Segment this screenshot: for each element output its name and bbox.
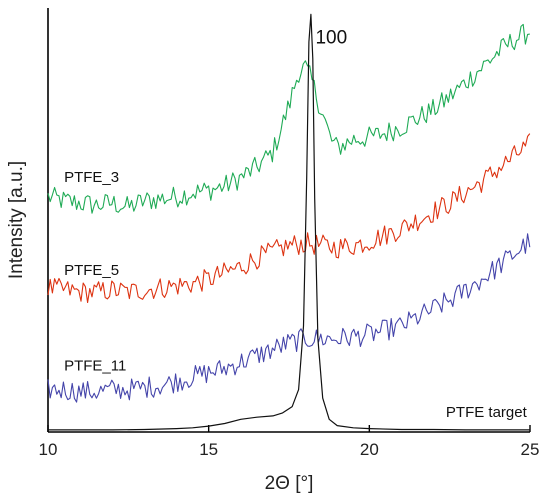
x-ticks: 10 15 20 25 xyxy=(39,425,540,459)
series-label-ptfe-3: PTFE_3 xyxy=(64,169,119,186)
series-layer xyxy=(47,13,531,431)
series-line-ptfe-3 xyxy=(47,23,530,214)
peak-annotation: 100 xyxy=(315,27,347,48)
labels-layer: PTFE_3 PTFE_5 PTFE_11 PTFE target 100 xyxy=(64,27,528,421)
x-tick-label: 25 xyxy=(521,440,540,459)
series-label-ptfe-11: PTFE_11 xyxy=(64,358,126,375)
series-line-ptfe-5 xyxy=(47,133,531,304)
x-axis-title: 2Θ [°] xyxy=(265,473,314,494)
series-label-ptfe-5: PTFE_5 xyxy=(64,262,119,279)
series-line-ptfe-11 xyxy=(47,233,531,403)
x-tick-label: 20 xyxy=(360,440,379,459)
series-line-ptfe-target xyxy=(48,13,530,431)
x-tick-label: 15 xyxy=(199,440,218,459)
axes xyxy=(47,8,530,433)
series-label-ptfe-target: PTFE target xyxy=(446,404,528,421)
x-tick-label: 10 xyxy=(39,440,58,459)
y-axis-title: Intensity [a.u.] xyxy=(6,161,27,279)
